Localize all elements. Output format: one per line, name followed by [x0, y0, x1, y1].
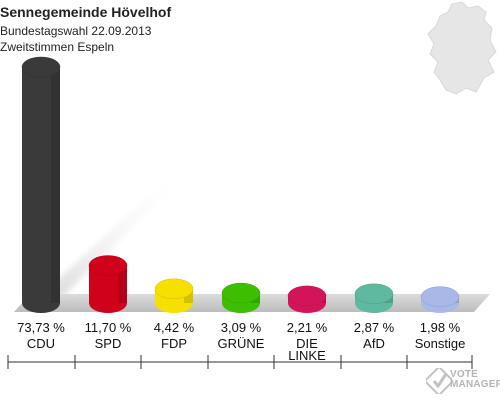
bar-side-cdu	[51, 67, 60, 303]
bar-fdp	[154, 278, 194, 313]
category-label-die-linke: DIE LINKE	[274, 336, 340, 363]
value-label-gr-ne: 3,09 %	[220, 320, 262, 335]
bar-shadow	[40, 170, 190, 296]
bar-spd	[88, 255, 128, 313]
value-label-spd: 11,70 %	[84, 320, 132, 335]
category-label-line: CDU	[26, 336, 56, 351]
bar-top-spd	[88, 255, 128, 276]
category-label-line: Sonstige	[414, 336, 466, 351]
vote-manager-logo: VOTE MANAGER	[424, 366, 500, 400]
bar-top-fdp	[154, 278, 194, 300]
value-label-die-linke: 2,21 %	[286, 320, 328, 335]
category-label-spd: SPD	[75, 336, 141, 351]
bar-gr-ne	[221, 282, 261, 313]
bar-sonstige	[420, 286, 460, 313]
bar-afd	[354, 283, 394, 313]
germany-map-icon	[427, 1, 497, 95]
bar-side-spd	[118, 265, 127, 303]
category-label-afd: AfD	[341, 336, 407, 351]
value-label-fdp: 4,42 %	[153, 320, 195, 335]
category-label-cdu: CDU	[8, 336, 74, 351]
category-separators	[7, 355, 473, 369]
value-label-sonstige: 1,98 %	[419, 320, 461, 335]
category-label-sonstige: Sonstige	[407, 336, 473, 351]
category-label-line: GRÜNE	[217, 336, 265, 351]
bar-body-spd	[89, 265, 127, 313]
category-label-line: SPD	[94, 336, 122, 351]
category-label-line: DIE	[296, 336, 318, 351]
bar-top-afd	[354, 283, 394, 305]
bar-side-fdp	[184, 288, 193, 303]
chart-subtitle-election: Bundestagswahl 22.09.2013	[0, 24, 152, 38]
category-label-line: LINKE	[288, 348, 326, 363]
bars-group	[21, 56, 460, 313]
bar-body-cdu	[22, 67, 60, 313]
bar-top-sonstige	[420, 286, 460, 307]
category-label-line: FDP	[161, 336, 187, 351]
chart-subtitle-district: Zweitstimmen Espeln	[0, 40, 115, 54]
category-label-line: AfD	[363, 336, 385, 351]
bar-top-die-linke	[287, 285, 327, 307]
value-label-cdu: 73,73 %	[17, 320, 65, 335]
watermark-line2: MANAGER	[450, 379, 500, 390]
bar-top-gr-ne	[221, 282, 261, 304]
watermark-line1: VOTE	[450, 369, 479, 380]
bar-cdu	[21, 56, 61, 313]
category-label-gr-ne: GRÜNE	[208, 336, 274, 351]
bar-top-cdu	[21, 56, 61, 78]
category-label-fdp: FDP	[141, 336, 207, 351]
vote-check-icon	[426, 368, 452, 394]
value-label-afd: 2,87 %	[353, 320, 395, 335]
bar-die-linke	[287, 285, 327, 313]
chart-title: Sennegemeinde Hövelhof	[0, 4, 172, 20]
